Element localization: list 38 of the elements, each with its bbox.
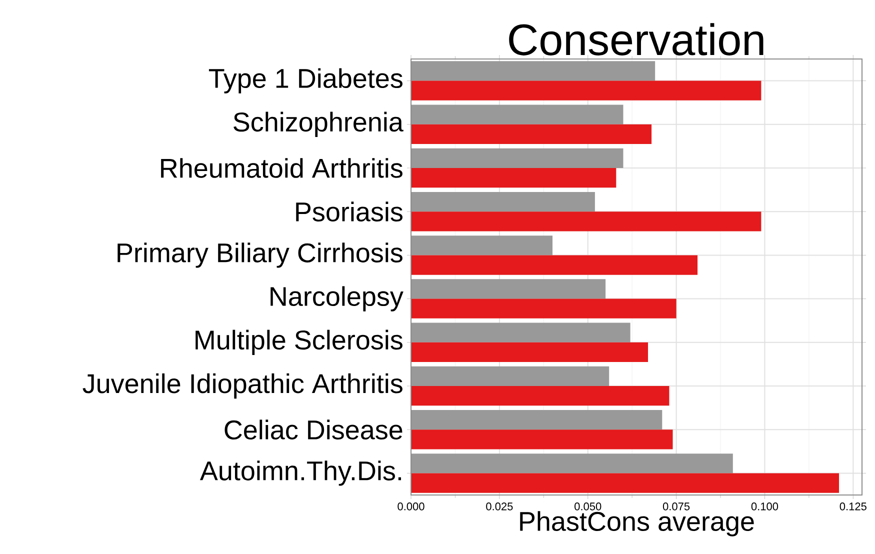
bar: [411, 212, 762, 232]
bar: [411, 410, 662, 430]
y-tick-label: Juvenile Idiopathic Arthritis: [82, 373, 402, 399]
bar: [411, 322, 630, 342]
bar: [411, 386, 670, 406]
y-tick-label: Narcolepsy: [270, 286, 404, 312]
bar: [411, 366, 610, 386]
bar: [411, 168, 616, 188]
bar: [411, 454, 733, 474]
y-tick-label: Celiac Disease: [224, 420, 402, 440]
bar: [411, 124, 652, 144]
y-tick-label: Schizophrenia: [234, 112, 404, 137]
chart-title: Conservation: [509, 23, 764, 56]
bar: [411, 279, 606, 299]
x-tick-label: 0.125: [840, 502, 866, 510]
x-tick-label: 0.075: [662, 502, 690, 510]
y-tick-label: Psoriasis: [296, 202, 402, 222]
bar: [411, 473, 840, 493]
bar: [411, 298, 676, 318]
y-tick-label: Multiple Sclerosis: [196, 330, 402, 355]
x-tick-label: 0.025: [486, 502, 513, 510]
bar: [411, 148, 624, 168]
bar: [411, 104, 624, 124]
y-tick-label: Autoimn.Thy.Dis.: [200, 460, 401, 486]
bar: [411, 80, 762, 100]
x-axis-title: PhastCons average: [520, 511, 754, 536]
y-tick-label: Rheumatoid Arthritis: [161, 158, 402, 178]
x-tick-label: 0.100: [751, 502, 778, 510]
bar: [411, 430, 673, 450]
y-tick-label: Primary Biliary Cirrhosis: [118, 242, 402, 268]
bar: [411, 192, 595, 212]
bar: [411, 61, 656, 81]
bar: [411, 342, 648, 362]
x-tick-label: 0.000: [398, 502, 424, 510]
bar: [411, 236, 552, 256]
x-tick-label: 0.050: [574, 502, 602, 510]
y-tick-label: Type 1 Diabetes: [208, 68, 402, 94]
bar: [411, 255, 698, 275]
